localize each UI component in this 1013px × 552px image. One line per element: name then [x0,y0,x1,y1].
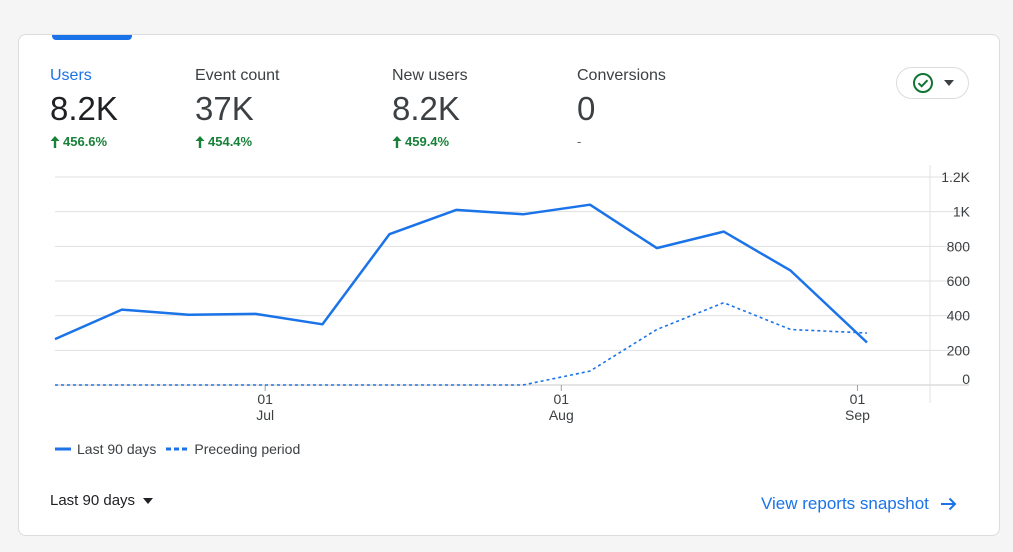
metric-tab-new-users[interactable]: New users 8.2K 459.4% [392,67,468,149]
series-line-last-90-days [54,203,868,344]
metric-change-value: 454.4% [208,134,253,149]
view-reports-snapshot-link[interactable]: View reports snapshot [761,494,957,514]
view-reports-label: View reports snapshot [761,494,929,513]
y-tick-label: 1.2K [941,169,970,185]
date-range-label: Last 90 days [50,492,136,509]
metric-value: 0 [577,90,596,127]
comparison-menu-button[interactable] [896,67,969,99]
arrow-up-icon [50,135,60,148]
legend-label: Last 90 days [77,441,157,457]
metric-value: 37K [195,90,254,127]
metric-label: Users [50,67,92,84]
arrow-up-icon [195,135,205,148]
date-range-dropdown[interactable]: Last 90 days [50,492,154,509]
overview-card: Users 8.2K 456.6% Event count 37K 454.4%… [18,34,1000,536]
x-tick-day: 01 [850,391,866,407]
metric-tab-event-count[interactable]: Event count 37K 454.4% [195,67,280,149]
legend-label: Preceding period [194,441,301,457]
metric-tab-users[interactable]: Users 8.2K 456.6% [50,67,118,149]
metric-tab-conversions[interactable]: Conversions 0 - [577,67,666,149]
check-circle-icon [912,73,933,93]
metric-change-value: 456.6% [63,134,108,149]
metric-change: 454.4% [195,134,280,149]
y-tick-label: 1K [953,204,971,220]
y-tick-label: 800 [947,238,971,254]
legend-item-previous: Preceding period [166,441,300,457]
series-line-preceding-period [55,301,868,386]
users-line-chart: 1.2K 1K 800 600 400 200 0 01 Jul 01 Aug 01 Sep [19,165,999,435]
y-tick-label: 600 [947,273,971,289]
x-tick-day: 01 [554,391,570,407]
metric-change: 456.6% [50,134,118,149]
x-tick-month: Sep [845,407,870,423]
metric-label: Event count [195,67,280,84]
chart-legend: Last 90 days Preceding period [55,441,300,457]
solid-line-swatch [55,447,71,451]
metric-change-value: - [577,134,582,149]
x-tick-day: 01 [257,391,273,407]
metric-change-value: 459.4% [405,134,450,149]
x-tick-month: Jul [256,407,274,423]
y-tick-label: 0 [962,371,970,387]
arrow-right-icon [940,497,957,511]
arrow-up-icon [392,135,402,148]
y-tick-label: 400 [947,308,971,324]
metric-value: 8.2K [392,90,460,127]
metric-label: New users [392,67,468,84]
legend-item-current: Last 90 days [55,441,156,457]
caret-down-icon [943,80,954,86]
y-tick-label: 200 [947,342,971,358]
metric-label: Conversions [577,67,666,84]
metric-change: - [577,134,666,149]
metric-value: 8.2K [50,90,118,127]
dashed-line-swatch [166,447,189,451]
active-metric-indicator [52,35,132,40]
x-tick-month: Aug [549,407,574,423]
metric-change: 459.4% [392,134,468,149]
caret-down-icon [143,497,154,504]
